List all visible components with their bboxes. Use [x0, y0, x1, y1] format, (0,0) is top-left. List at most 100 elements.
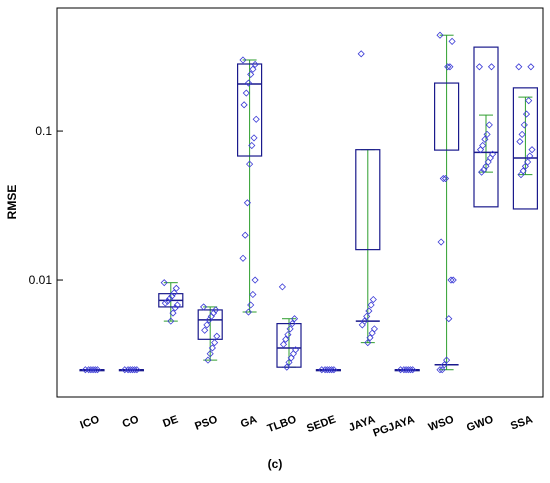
data-point	[443, 356, 451, 364]
data-point	[241, 231, 249, 239]
data-point	[516, 138, 524, 146]
data-point	[206, 350, 214, 358]
data-point	[369, 295, 377, 304]
data-point	[515, 63, 523, 71]
data-point	[171, 304, 179, 312]
data-point	[244, 79, 253, 87]
data-point	[284, 331, 292, 339]
data-point	[247, 70, 255, 78]
data-point	[242, 89, 250, 97]
data-point	[208, 344, 216, 352]
data-point	[438, 366, 446, 374]
data-point	[161, 299, 169, 307]
data-point	[243, 199, 251, 207]
data-point	[436, 31, 444, 39]
data-point	[282, 335, 290, 343]
data-point	[250, 134, 258, 142]
data-point	[252, 115, 260, 123]
data-point	[365, 307, 373, 315]
data-point	[364, 339, 372, 347]
data-point	[440, 361, 448, 369]
box	[355, 149, 381, 251]
caption: (c)	[268, 457, 283, 471]
data-point	[485, 121, 493, 129]
data-point	[358, 321, 366, 329]
data-point	[85, 366, 93, 374]
y-tick-label: 0.1	[35, 124, 52, 138]
data-point	[244, 308, 253, 316]
data-point	[279, 340, 288, 348]
data-point	[527, 63, 535, 71]
data-point	[201, 326, 209, 334]
data-point	[522, 110, 531, 118]
data-point	[286, 325, 294, 333]
data-point	[285, 358, 293, 366]
data-point	[449, 276, 457, 284]
data-point	[475, 63, 483, 71]
data-point	[483, 130, 491, 138]
data-point	[441, 174, 450, 183]
data-point	[87, 366, 95, 374]
data-point	[487, 63, 496, 71]
data-point	[486, 154, 494, 162]
data-point	[366, 334, 374, 342]
data-point	[251, 276, 259, 284]
y-tick-label: 0.01	[29, 273, 53, 287]
data-point	[289, 350, 297, 358]
data-point	[400, 366, 408, 374]
x-tick-label: PSO	[193, 413, 219, 432]
x-tick-label: WSO	[427, 413, 456, 433]
data-point	[203, 321, 211, 329]
data-point	[211, 339, 219, 347]
data-point	[213, 332, 221, 340]
data-point	[526, 152, 534, 160]
data-point	[160, 279, 168, 287]
data-point	[368, 329, 376, 337]
data-point	[437, 238, 445, 246]
data-point	[402, 366, 410, 374]
data-point	[479, 141, 487, 150]
data-point	[126, 366, 134, 374]
data-point	[249, 65, 257, 73]
data-point	[520, 121, 528, 129]
x-tick-label: CO	[121, 413, 141, 430]
box	[473, 46, 499, 208]
data-point	[476, 146, 485, 154]
data-point	[444, 63, 452, 71]
x-tick-label: DE	[161, 414, 179, 431]
data-point	[370, 325, 378, 333]
data-point	[525, 97, 533, 105]
data-point	[248, 141, 256, 150]
data-point	[445, 315, 453, 323]
data-point	[205, 316, 213, 324]
data-point	[124, 366, 132, 374]
y-axis-label: RMSE	[5, 185, 19, 220]
data-point	[278, 283, 286, 291]
x-tick-label: TLBO	[266, 413, 299, 435]
data-point	[436, 366, 444, 374]
data-point	[318, 366, 326, 374]
data-point	[247, 301, 255, 309]
data-point	[478, 168, 486, 176]
data-point	[447, 276, 455, 284]
data-point	[528, 146, 536, 154]
data-point	[246, 160, 254, 168]
box	[237, 63, 263, 157]
data-point	[357, 50, 365, 58]
data-point	[200, 303, 208, 311]
box	[512, 87, 539, 210]
data-point	[239, 254, 247, 262]
data-point	[321, 366, 329, 374]
box	[434, 82, 460, 151]
data-point	[323, 366, 331, 374]
data-point	[517, 171, 525, 179]
box	[197, 309, 223, 340]
data-point	[204, 356, 212, 364]
x-tick-label: GA	[239, 414, 259, 431]
data-point	[121, 366, 129, 374]
data-point	[212, 306, 220, 314]
data-point	[251, 60, 259, 69]
data-point	[448, 37, 456, 45]
data-point	[173, 301, 181, 309]
